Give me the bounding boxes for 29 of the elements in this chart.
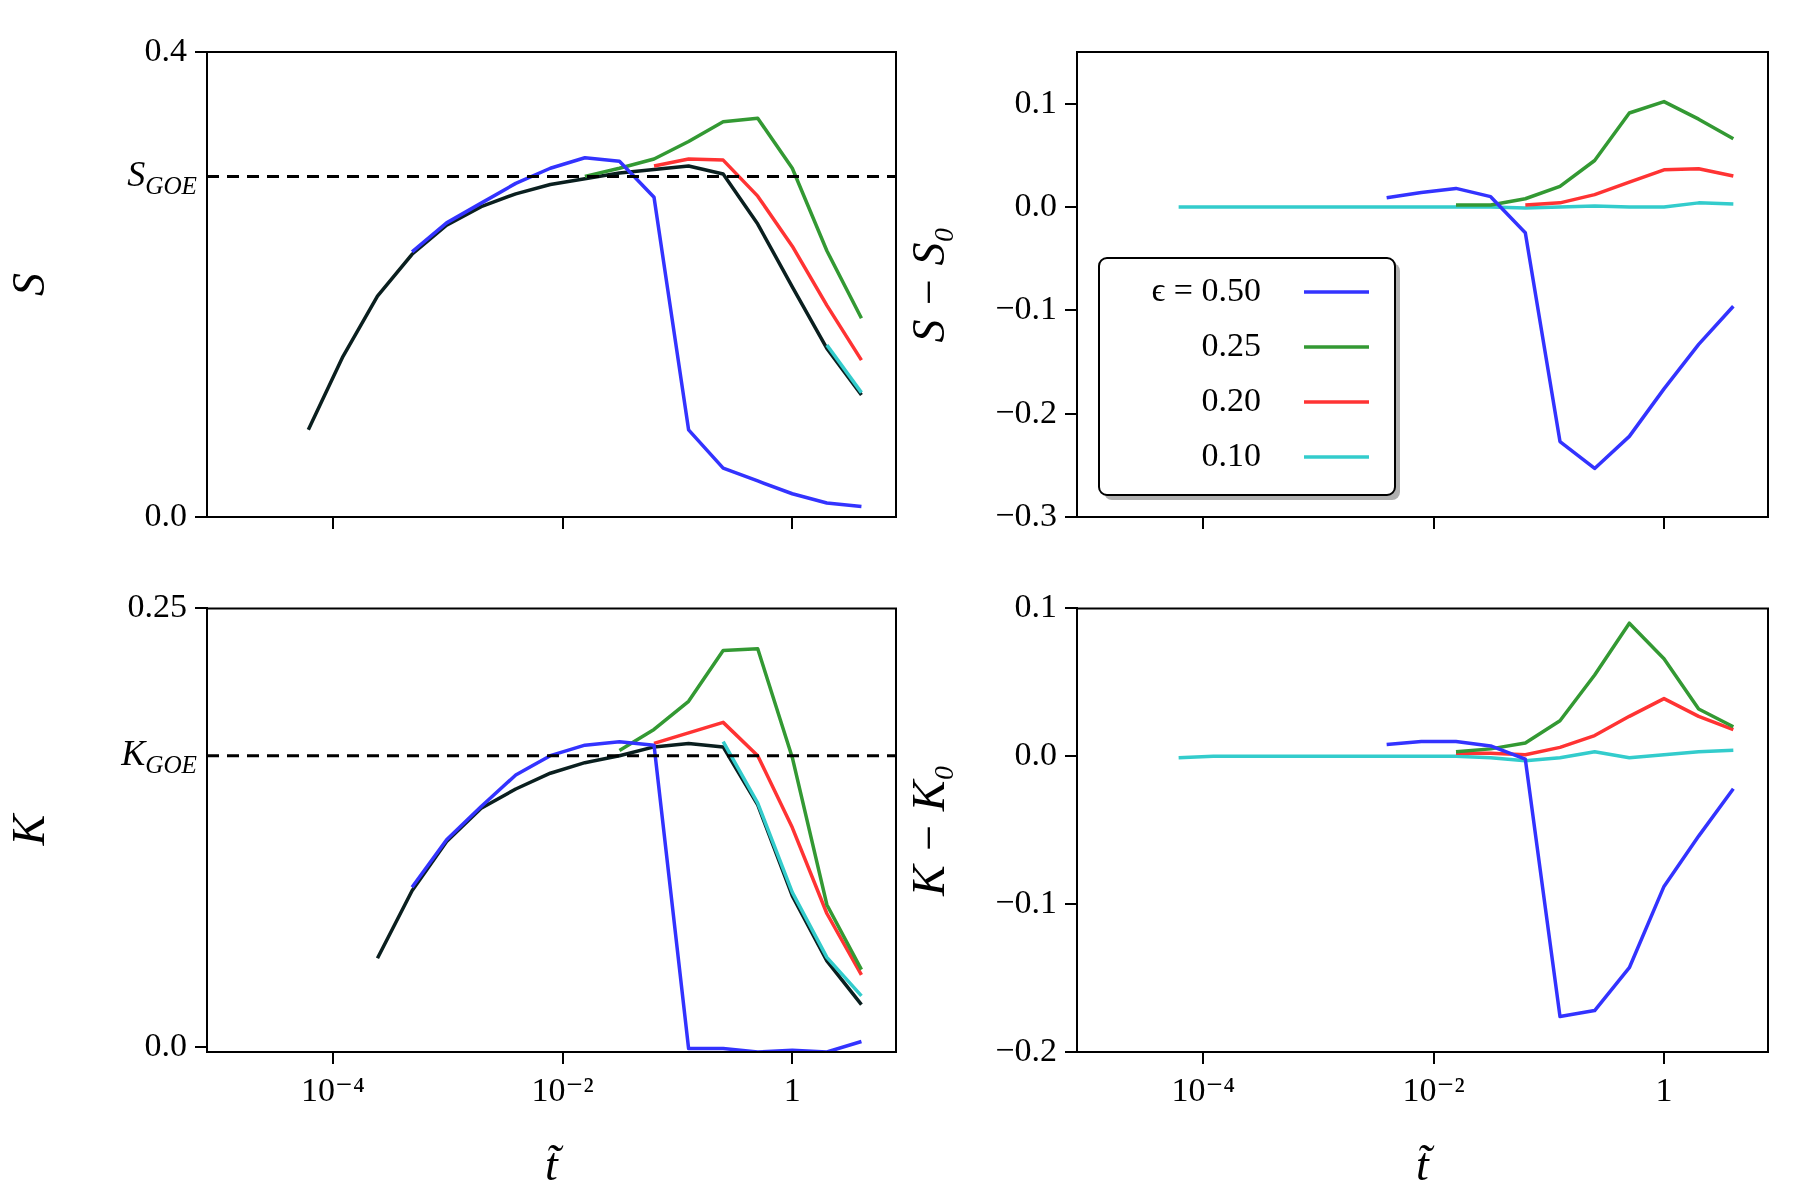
y-tick-label: 0.1 <box>1014 587 1057 625</box>
x-axis-title: t̃ <box>545 1139 565 1191</box>
y-tick-label: −0.3 <box>995 495 1057 533</box>
y-axis-title: S <box>2 273 54 296</box>
y-axis-title: S − S₀ <box>902 226 954 343</box>
y-tick-label: 0.0 <box>1014 185 1057 223</box>
y-tick-label: 0.4 <box>144 30 187 68</box>
y-tick-label: 0.0 <box>144 1025 187 1063</box>
x-tick-label: 1 <box>1655 1071 1673 1109</box>
y-tick-label: 0.0 <box>1014 735 1057 773</box>
x-tick-label: 1 <box>783 1071 801 1109</box>
y-tick-label: −0.2 <box>995 392 1057 430</box>
y-tick-label: −0.1 <box>995 289 1057 327</box>
y-axis-title: K − K₀ <box>902 764 954 897</box>
y-axis-title: K <box>2 812 54 847</box>
x-axis-title: t̃ <box>1416 1139 1436 1191</box>
legend-label: 0.10 <box>1201 435 1261 473</box>
y-tick-label: 0.1 <box>1014 82 1057 120</box>
x-tick-label: 10⁻⁴ <box>301 1071 365 1109</box>
y-tick-label: −0.2 <box>995 1030 1057 1068</box>
x-tick-label: 10⁻⁴ <box>1171 1071 1236 1109</box>
y-tick-label: 0.25 <box>127 587 187 625</box>
x-tick-label: 10⁻² <box>1402 1071 1465 1109</box>
y-tick-label: −0.1 <box>995 883 1057 921</box>
legend-label: ϵ = 0.50 <box>1151 270 1261 308</box>
y-tick-label: 0.0 <box>144 495 187 533</box>
legend-label: 0.25 <box>1201 325 1261 363</box>
x-tick-label: 10⁻² <box>531 1071 594 1109</box>
legend-label: 0.20 <box>1201 380 1261 418</box>
